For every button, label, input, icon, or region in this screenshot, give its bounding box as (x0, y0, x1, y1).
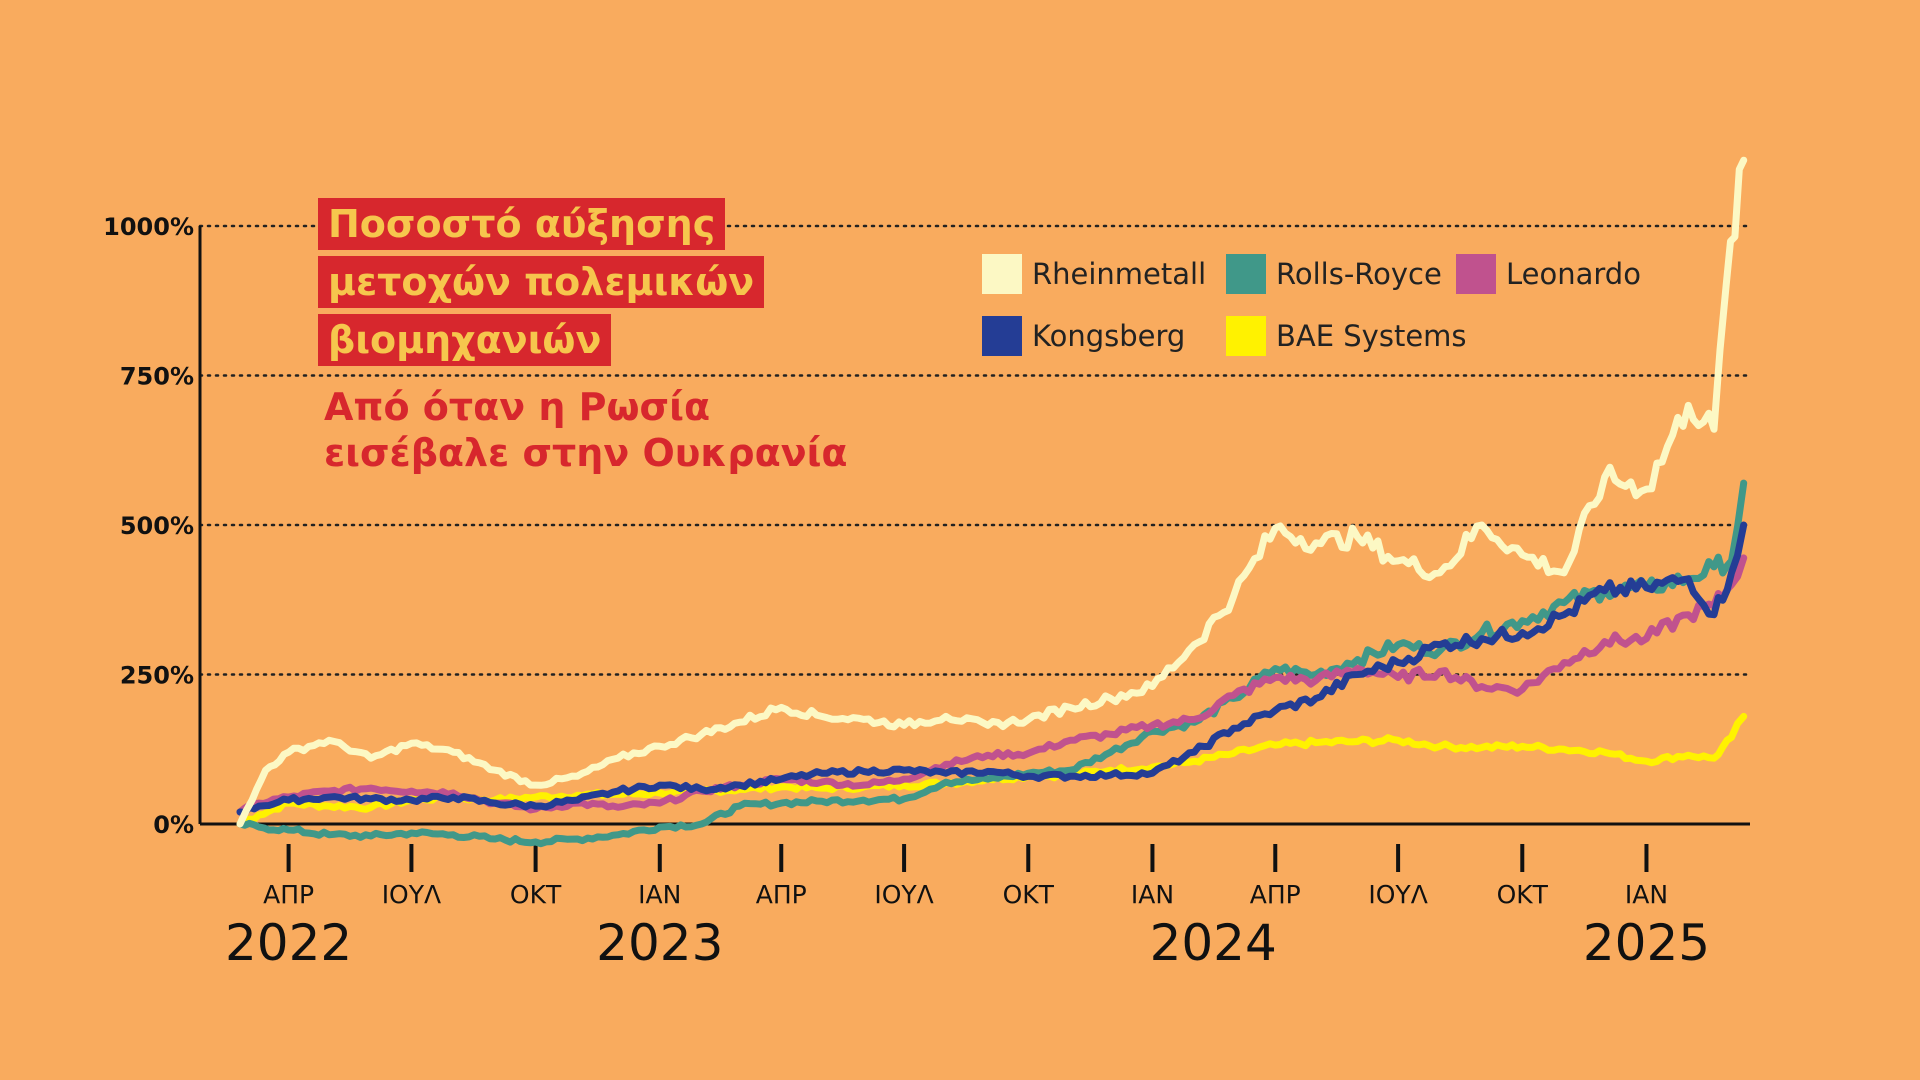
legend-swatch-rheinmetall (982, 254, 1022, 294)
chart-subtitle: Από όταν η Ρωσία εισέβαλε στην Ουκρανία (324, 384, 848, 476)
chart-title: Ποσοστό αύξησης μετοχών πολεμικών βιομηχ… (318, 198, 765, 372)
series-line-kongsberg (236, 521, 1748, 816)
series-line-rheinmetall (236, 156, 1748, 828)
legend-label-kongsberg: Kongsberg (1032, 319, 1186, 353)
y-tick-label: 250% (120, 662, 194, 690)
year-label: 2025 (1583, 914, 1710, 972)
legend-item-bae-systems: BAE Systems (1226, 314, 1467, 358)
x-tick-label: ΑΠΡ (1250, 880, 1301, 909)
x-tick-label: ΙΟΥΛ (1368, 880, 1427, 909)
y-tick-label: 1000% (103, 213, 194, 241)
x-tick-label: ΟΚΤ (1497, 880, 1549, 909)
year-label: 2023 (596, 914, 723, 972)
legend-item-kongsberg: Kongsberg (982, 314, 1185, 358)
legend-label-leonardo: Leonardo (1506, 257, 1641, 291)
year-label: 2022 (225, 914, 352, 972)
year-label: 2024 (1150, 914, 1277, 972)
legend-label-bae-systems: BAE Systems (1276, 319, 1467, 353)
legend-item-leonardo: Leonardo (1456, 252, 1641, 296)
x-tick-label: ΙΟΥΛ (874, 880, 933, 909)
title-line-2: μετοχών πολεμικών (318, 256, 765, 308)
x-tick-label: ΙΑΝ (1131, 880, 1174, 909)
subtitle-line-2: εισέβαλε στην Ουκρανία (324, 431, 848, 475)
x-tick-label: ΙΑΝ (638, 880, 681, 909)
x-tick-label: ΑΠΡ (263, 880, 314, 909)
legend-label-rheinmetall: Rheinmetall (1032, 257, 1207, 291)
legend-swatch-rolls-royce (1226, 254, 1266, 294)
series-line-rolls-royce (236, 479, 1748, 848)
title-line-3: βιομηχανιών (318, 314, 612, 366)
legend-swatch-bae-systems (1226, 316, 1266, 356)
x-tick-label: ΙΟΥΛ (382, 880, 441, 909)
legend-swatch-kongsberg (982, 316, 1022, 356)
legend-label-rolls-royce: Rolls-Royce (1276, 257, 1442, 291)
y-tick-label: 500% (120, 512, 194, 540)
x-tick-label: ΑΠΡ (756, 880, 807, 909)
x-tick-label: ΙΑΝ (1625, 880, 1668, 909)
legend-swatch-leonardo (1456, 254, 1496, 294)
title-line-1: Ποσοστό αύξησης (318, 198, 726, 250)
y-tick-label: 750% (120, 363, 194, 391)
subtitle-line-1: Από όταν η Ρωσία (324, 385, 711, 429)
x-tick-label: ΟΚΤ (1003, 880, 1055, 909)
y-tick-label: 0% (153, 811, 194, 839)
legend-item-rheinmetall: Rheinmetall (982, 252, 1206, 296)
legend-item-rolls-royce: Rolls-Royce (1226, 252, 1442, 296)
x-tick-label: ΟΚΤ (510, 880, 562, 909)
